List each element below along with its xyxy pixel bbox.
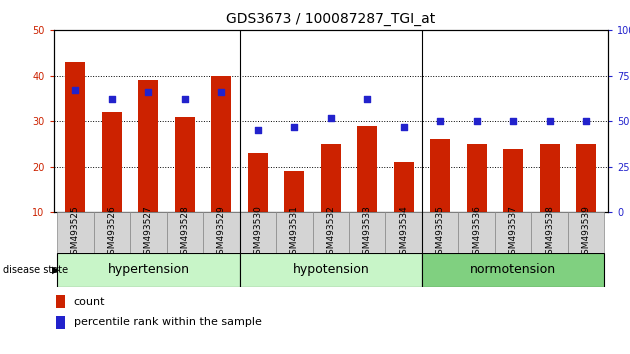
- Point: [508, 118, 518, 124]
- Bar: [394, 162, 414, 212]
- Bar: [130, 212, 166, 253]
- Bar: [66, 62, 86, 212]
- Text: GSM493531: GSM493531: [290, 205, 299, 260]
- Text: GSM493538: GSM493538: [545, 205, 554, 260]
- Bar: [211, 76, 231, 212]
- Point: [289, 124, 299, 130]
- Text: GSM493528: GSM493528: [180, 205, 190, 260]
- Text: GSM493526: GSM493526: [107, 205, 117, 260]
- Bar: [57, 253, 239, 287]
- Bar: [102, 112, 122, 212]
- Text: GSM493529: GSM493529: [217, 205, 226, 260]
- Point: [107, 97, 117, 102]
- Text: normotension: normotension: [470, 263, 556, 276]
- Bar: [422, 212, 459, 253]
- Bar: [57, 212, 94, 253]
- Text: GSM493533: GSM493533: [363, 205, 372, 260]
- Text: ▶: ▶: [52, 265, 60, 275]
- Bar: [430, 139, 450, 212]
- Bar: [386, 212, 422, 253]
- Point: [362, 97, 372, 102]
- Point: [399, 124, 409, 130]
- Point: [581, 118, 591, 124]
- Bar: [166, 212, 203, 253]
- Point: [71, 87, 81, 93]
- Title: GDS3673 / 100087287_TGI_at: GDS3673 / 100087287_TGI_at: [226, 12, 435, 26]
- Bar: [459, 212, 495, 253]
- Bar: [531, 212, 568, 253]
- Point: [216, 89, 226, 95]
- Bar: [422, 253, 604, 287]
- Point: [326, 115, 336, 120]
- Bar: [56, 316, 66, 329]
- Bar: [203, 212, 239, 253]
- Bar: [239, 253, 422, 287]
- Bar: [284, 171, 304, 212]
- Bar: [94, 212, 130, 253]
- Text: count: count: [74, 297, 105, 307]
- Point: [544, 118, 554, 124]
- Text: GSM493534: GSM493534: [399, 205, 408, 260]
- Bar: [175, 117, 195, 212]
- Text: GSM493525: GSM493525: [71, 205, 80, 260]
- Bar: [139, 80, 158, 212]
- Text: GSM493532: GSM493532: [326, 205, 335, 260]
- Bar: [239, 212, 276, 253]
- Bar: [248, 153, 268, 212]
- Text: GSM493527: GSM493527: [144, 205, 153, 260]
- Bar: [495, 212, 531, 253]
- Bar: [539, 144, 559, 212]
- Text: disease state: disease state: [3, 265, 68, 275]
- Text: hypertension: hypertension: [107, 263, 190, 276]
- Point: [253, 127, 263, 133]
- Text: percentile rank within the sample: percentile rank within the sample: [74, 317, 261, 327]
- Text: GSM493537: GSM493537: [508, 205, 518, 260]
- Bar: [576, 144, 596, 212]
- Text: GSM493536: GSM493536: [472, 205, 481, 260]
- Bar: [56, 295, 66, 308]
- Bar: [357, 126, 377, 212]
- Text: hypotension: hypotension: [292, 263, 369, 276]
- Bar: [321, 144, 341, 212]
- Text: GSM493535: GSM493535: [436, 205, 445, 260]
- Bar: [467, 144, 486, 212]
- Bar: [312, 212, 349, 253]
- Bar: [503, 149, 523, 212]
- Text: GSM493539: GSM493539: [581, 205, 590, 260]
- Bar: [568, 212, 604, 253]
- Point: [180, 97, 190, 102]
- Point: [472, 118, 482, 124]
- Point: [144, 89, 154, 95]
- Bar: [276, 212, 312, 253]
- Text: GSM493530: GSM493530: [253, 205, 262, 260]
- Point: [435, 118, 445, 124]
- Bar: [349, 212, 386, 253]
